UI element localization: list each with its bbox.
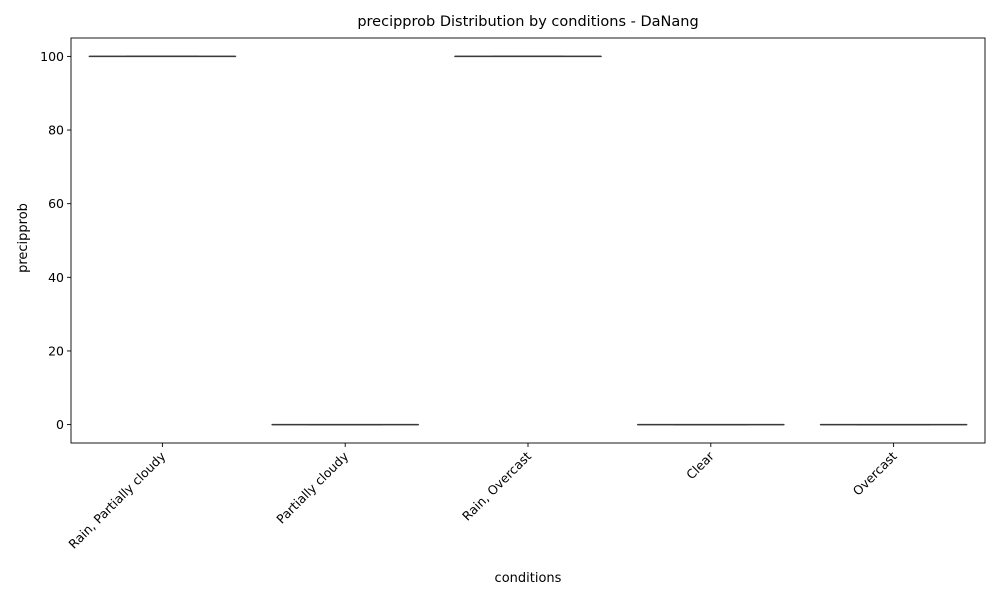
x-tick-label: Rain, Overcast	[459, 448, 534, 523]
plot-frame	[70, 37, 986, 444]
plot-area: 0 20 40 60 80 100 Rain, Partially cloudy Partia…	[40, 37, 986, 552]
x-axis-title: conditions	[495, 571, 562, 586]
chart-title: precipprob Distribution by conditions - …	[357, 14, 698, 30]
x-tick-label: Clear	[683, 448, 717, 482]
y-tick-label: 100	[40, 49, 64, 64]
y-tick-label: 20	[48, 343, 64, 358]
x-tick-label: Rain, Partially cloudy	[65, 448, 169, 552]
y-tick-label: 80	[48, 123, 64, 138]
y-tick-label: 40	[48, 270, 64, 285]
x-tick-label: Overcast	[850, 448, 900, 498]
y-tick-label: 0	[56, 417, 64, 432]
y-tick-label: 60	[48, 196, 64, 211]
y-axis-title: precipprob	[16, 203, 31, 273]
x-tick-label: Partially cloudy	[273, 448, 351, 526]
